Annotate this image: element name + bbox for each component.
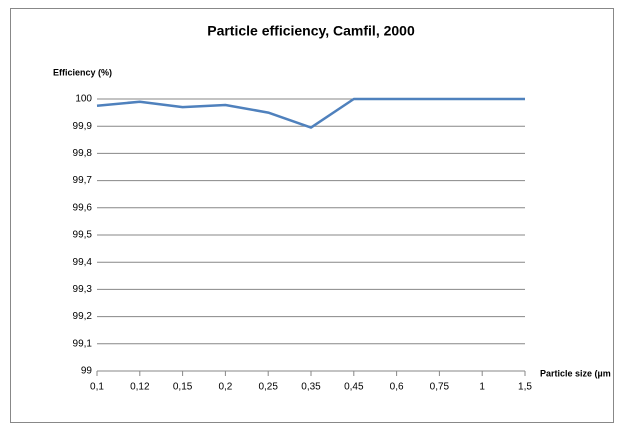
y-tick-label: 99,3: [73, 284, 93, 295]
x-tick-label: 0,35: [301, 382, 321, 393]
y-tick-label: 99,8: [73, 148, 93, 159]
y-tick-label: 99,4: [73, 257, 93, 268]
y-tick-label: 99,1: [73, 338, 93, 349]
y-tick-label: 99,7: [73, 175, 93, 186]
x-tick-label: 0,45: [344, 382, 364, 393]
y-tick-label: 99: [81, 366, 93, 377]
x-tick-label: 0,6: [390, 382, 404, 393]
x-tick-label: 0,1: [90, 382, 104, 393]
chart-border: [10, 8, 614, 423]
x-axis-label: Particle size (µm: [540, 368, 611, 378]
x-tick-label: 0,2: [218, 382, 232, 393]
x-tick-label: 1,5: [518, 382, 532, 393]
y-tick-label: 100: [75, 94, 92, 105]
y-tick-label: 99,6: [73, 202, 93, 213]
y-tick-label: 99,5: [73, 230, 93, 241]
x-tick-label: 0,12: [130, 382, 150, 393]
y-axis-label: Efficiency (%): [53, 67, 112, 77]
data-line: [96, 97, 525, 129]
y-tick-label: 99,2: [73, 311, 93, 322]
x-tick-label: 0,75: [430, 382, 450, 393]
y-tick-label: 99,9: [73, 121, 93, 132]
x-tick-label: 0,15: [173, 382, 193, 393]
x-tick-label: 0,25: [258, 382, 278, 393]
chart-title: Particle efficiency, Camfil, 2000: [207, 23, 415, 39]
x-tick-label: 1: [479, 382, 485, 393]
